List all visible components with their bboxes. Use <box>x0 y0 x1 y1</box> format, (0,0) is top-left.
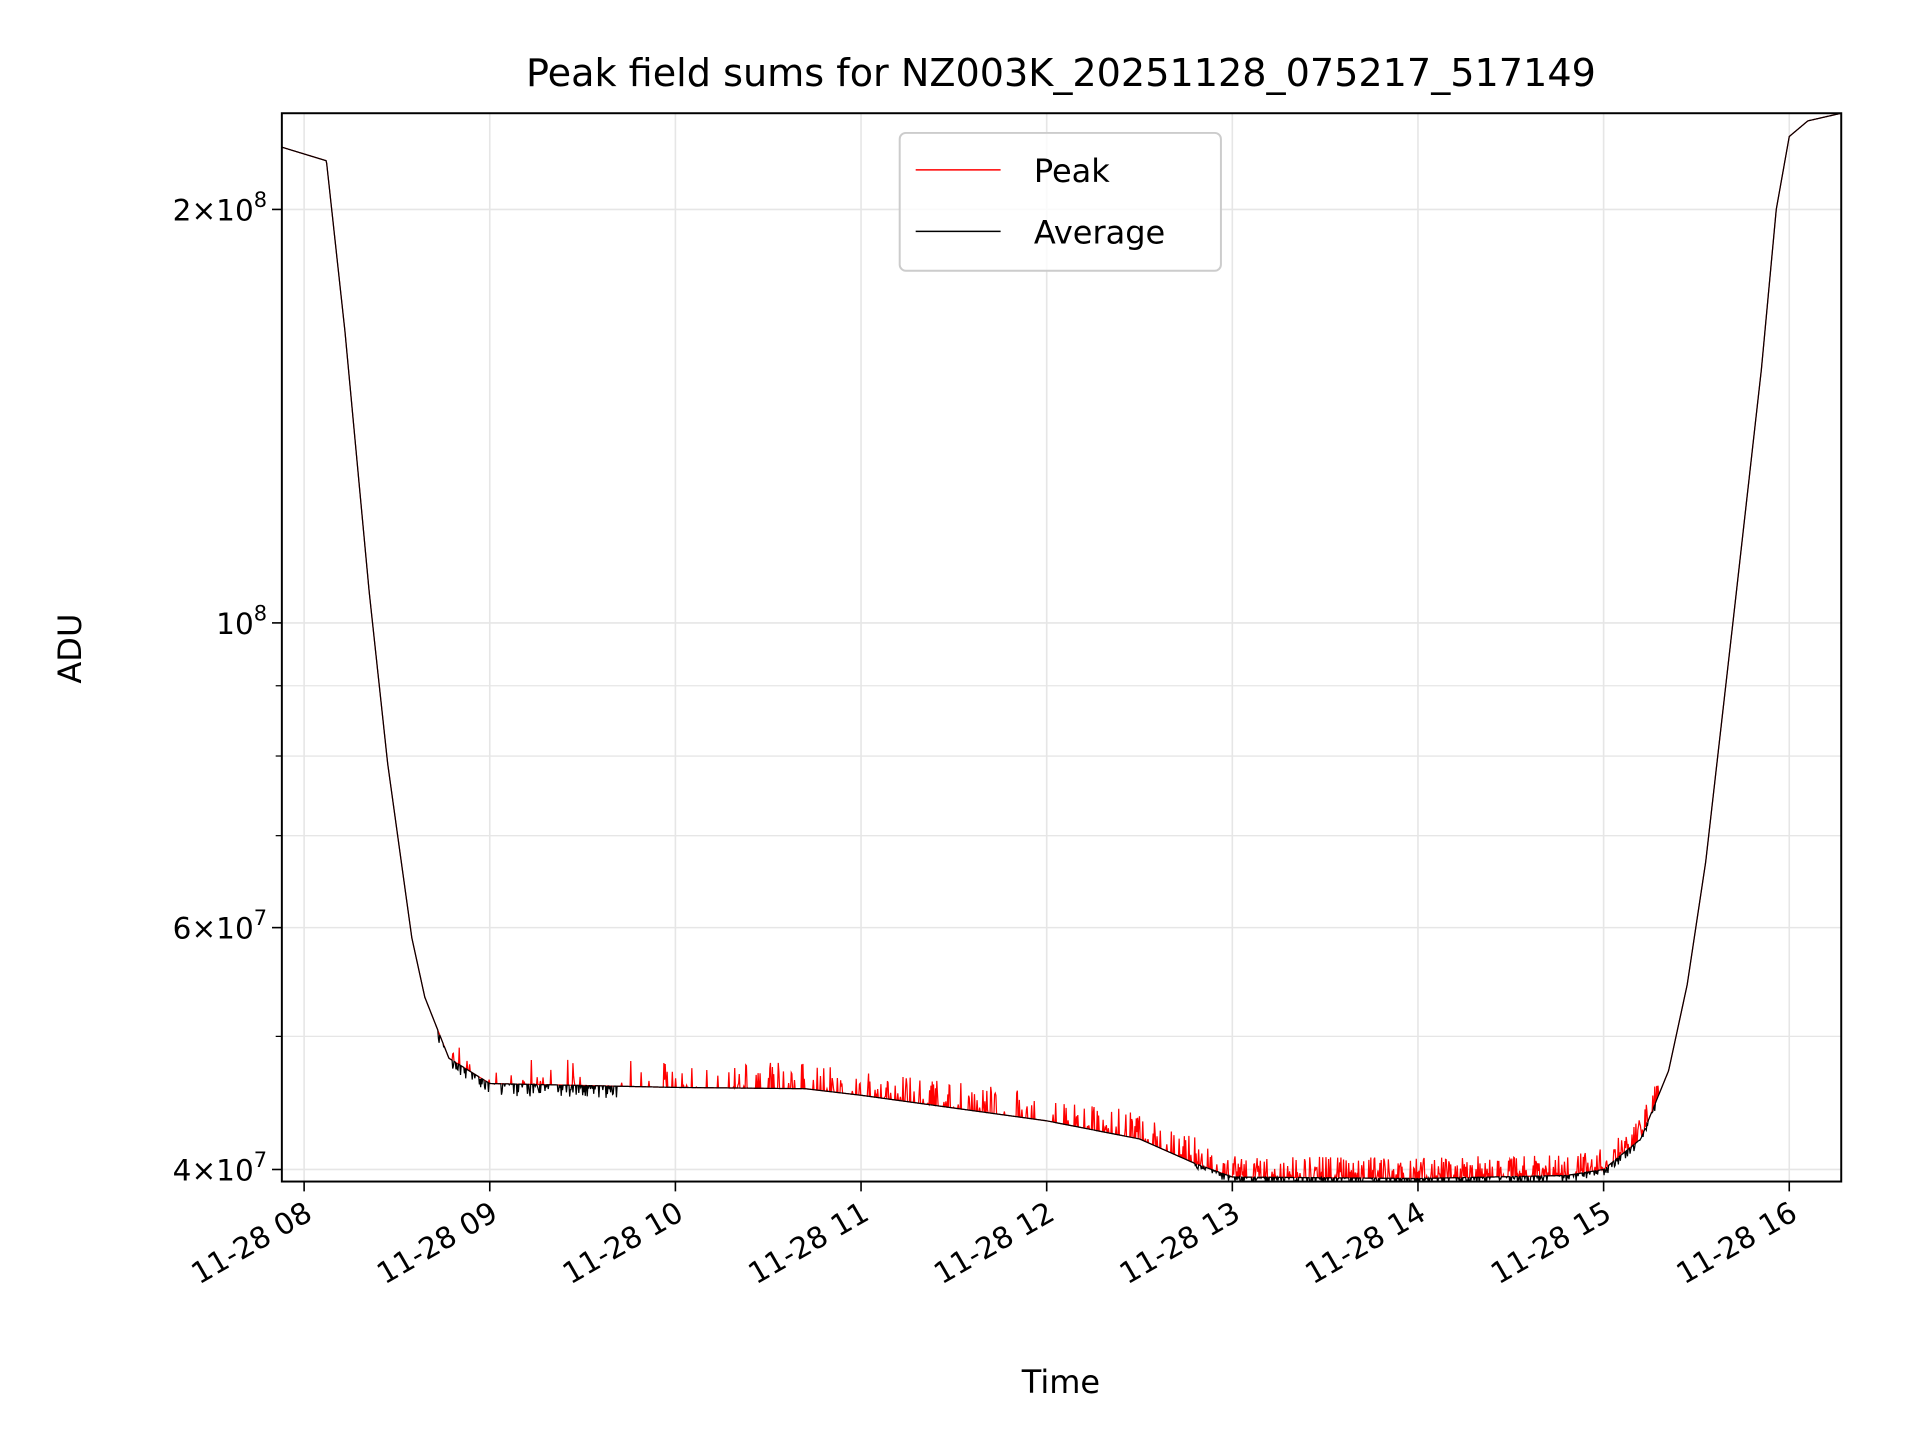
series-line-average <box>281 113 1842 1182</box>
y-tick-label: 6×107 <box>173 906 267 946</box>
y-axis-label: ADU <box>51 614 89 684</box>
y-tick-label: 4×107 <box>173 1148 267 1188</box>
legend-label-peak: Peak <box>1034 152 1110 190</box>
legend: Peak Average <box>898 131 1222 272</box>
axes-frame <box>280 112 1843 1183</box>
legend-label-average: Average <box>1034 214 1165 252</box>
plot-lines <box>281 113 1842 1182</box>
legend-box <box>898 131 1222 272</box>
y-tick-label: 2×108 <box>173 188 267 228</box>
chart-title: Peak field sums for NZ003K_20251128_0752… <box>526 51 1596 95</box>
x-axis-label: Time <box>1021 1363 1100 1401</box>
